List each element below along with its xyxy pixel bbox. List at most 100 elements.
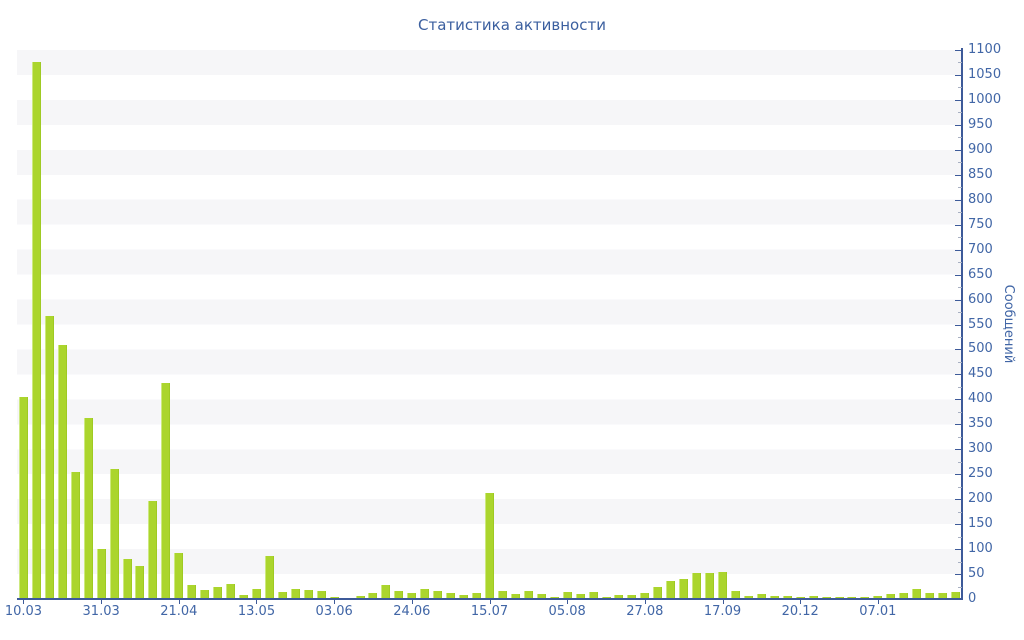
y-tick-minor xyxy=(958,561,962,563)
x-tick xyxy=(256,600,258,604)
bar xyxy=(239,595,249,599)
y-tick-minor xyxy=(958,536,962,538)
bar xyxy=(679,578,689,599)
bar xyxy=(109,469,119,599)
bar xyxy=(18,396,28,599)
bar xyxy=(873,596,883,599)
bar xyxy=(497,591,507,599)
y-tick-label: 650 xyxy=(968,266,993,282)
bar xyxy=(523,591,533,599)
y-tick-label: 200 xyxy=(968,491,993,507)
x-tick xyxy=(722,600,724,604)
bar xyxy=(692,573,702,599)
bar xyxy=(588,591,598,599)
x-tick-label: 17.09 xyxy=(703,604,742,619)
bar xyxy=(290,588,300,599)
y-tick-major xyxy=(955,524,962,526)
y-tick-label: 350 xyxy=(968,416,993,432)
y-tick-minor xyxy=(958,386,962,388)
bar xyxy=(614,595,624,599)
y-tick-major xyxy=(955,299,962,301)
y-tick-minor xyxy=(958,262,962,264)
y-tick-label: 800 xyxy=(968,191,993,207)
y-tick-minor xyxy=(958,137,962,139)
bar xyxy=(264,555,274,599)
x-tick-label: 20.12 xyxy=(781,604,819,619)
y-tick-minor xyxy=(958,511,962,513)
x-tick xyxy=(334,600,336,604)
bar xyxy=(200,590,210,599)
bar xyxy=(187,585,197,599)
x-tick-label: 10.03 xyxy=(4,604,43,619)
y-tick-label: 450 xyxy=(968,366,993,382)
y-tick-minor xyxy=(958,212,962,214)
y-tick-major xyxy=(955,449,962,451)
bar xyxy=(316,591,326,599)
y-tick-major xyxy=(955,74,962,76)
y-tick-label: 50 xyxy=(968,566,985,582)
y-tick-minor xyxy=(958,62,962,64)
bar xyxy=(601,596,611,599)
x-tick xyxy=(411,600,413,604)
y-tick-label: 250 xyxy=(968,466,993,482)
y-tick-minor xyxy=(958,187,962,189)
x-tick xyxy=(178,600,180,604)
x-tick-label: 15.07 xyxy=(470,604,509,619)
y-tick-major xyxy=(955,499,962,501)
y-tick-label: 1050 xyxy=(968,66,1002,82)
y-tick-label: 500 xyxy=(968,341,993,357)
bars-layer xyxy=(17,50,962,599)
y-tick-minor xyxy=(958,237,962,239)
y-tick-minor xyxy=(958,436,962,438)
bar xyxy=(44,315,54,599)
y-tick-major xyxy=(955,424,962,426)
bar xyxy=(83,418,93,599)
bar xyxy=(161,382,171,599)
bar xyxy=(730,591,740,599)
x-tick-label: 31.03 xyxy=(82,604,120,619)
x-tick xyxy=(644,600,646,604)
bar xyxy=(213,587,223,599)
bar xyxy=(394,590,404,599)
bar xyxy=(640,593,650,599)
x-tick-label: 13.05 xyxy=(237,604,276,619)
y-tick-major xyxy=(955,149,962,151)
bar xyxy=(562,592,572,599)
y-tick-label: 150 xyxy=(968,516,993,532)
x-tick xyxy=(23,600,25,604)
x-tick-label: 05.08 xyxy=(548,604,586,619)
y-tick-major xyxy=(955,50,962,51)
bar xyxy=(355,596,365,599)
bar xyxy=(938,592,948,599)
y-tick-major xyxy=(955,174,962,176)
bar xyxy=(148,500,158,599)
x-tick-label: 21.04 xyxy=(160,604,198,619)
bar xyxy=(705,573,715,599)
y-tick-label: 1100 xyxy=(968,42,1002,57)
bar xyxy=(174,552,184,599)
bar xyxy=(381,585,391,599)
bar xyxy=(277,591,287,599)
y-tick-minor xyxy=(958,336,962,338)
bar xyxy=(536,594,546,599)
y-tick-minor xyxy=(958,287,962,289)
bar xyxy=(420,589,430,599)
y-tick-major xyxy=(955,199,962,201)
bar xyxy=(303,590,313,599)
y-tick-major xyxy=(955,574,962,576)
chart-title: Статистика активности xyxy=(418,16,606,34)
y-tick-label: 750 xyxy=(968,216,993,232)
bar xyxy=(407,592,417,599)
bar xyxy=(510,594,520,599)
y-tick-major xyxy=(955,474,962,476)
bar xyxy=(368,592,378,599)
x-tick xyxy=(800,600,802,604)
bar xyxy=(899,592,909,599)
bar xyxy=(951,592,961,599)
y-tick-major xyxy=(955,399,962,401)
bar xyxy=(782,595,792,599)
x-tick-label: 24.06 xyxy=(393,604,431,619)
x-tick xyxy=(101,600,103,604)
y-tick-major xyxy=(955,99,962,101)
plot-area xyxy=(17,50,962,599)
